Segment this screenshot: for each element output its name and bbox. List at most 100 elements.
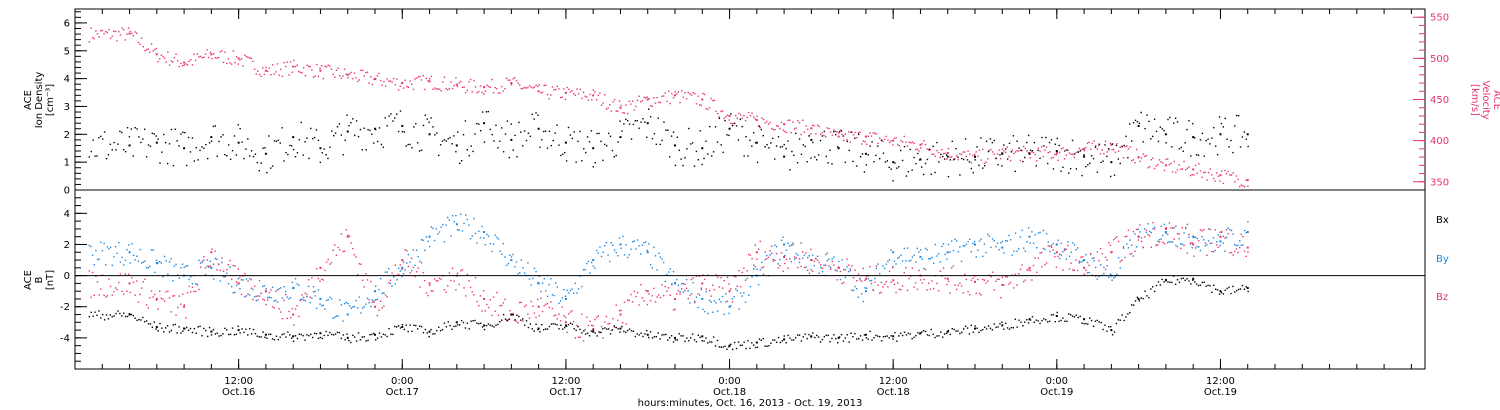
by-sample-dot (214, 257, 217, 260)
velocity-sample-dot (1108, 149, 1110, 151)
bz-sample-dot (111, 294, 113, 296)
velocity-sample-dot (381, 84, 383, 86)
velocity-sample-dot (486, 84, 488, 87)
velocity-sample-dot (1153, 167, 1156, 170)
velocity-sample-dot (172, 61, 174, 63)
bz-sample-dot (900, 288, 902, 291)
bz-sample-dot (1080, 256, 1082, 258)
by-sample-dot (1135, 246, 1138, 248)
bz-sample-dot (360, 263, 362, 265)
bz-sample-dot (764, 251, 766, 253)
density-sample-dot (1068, 172, 1070, 174)
velocity-data-point (537, 90, 540, 93)
velocity-sample-dot (219, 51, 221, 53)
x-tick-date-label: Oct.18 (713, 387, 746, 398)
density-sample-dot (984, 165, 986, 167)
velocity-sample-dot (453, 84, 455, 87)
velocity-sample-dot (123, 29, 125, 31)
density-sample-dot (142, 138, 144, 140)
bz-sample-dot (779, 265, 781, 267)
bx-sample-dot (151, 326, 154, 328)
bx-sample-dot (1047, 321, 1049, 323)
density-sample-dot (943, 158, 946, 160)
by-sample-dot (466, 218, 469, 221)
bx-sample-dot (793, 339, 795, 341)
bz-data-point (728, 290, 731, 293)
density-sample-dot (1008, 142, 1011, 144)
by-sample-dot (730, 305, 732, 307)
density-sample-dot (279, 142, 281, 144)
density-sample-dot (810, 157, 812, 159)
velocity-sample-dot (589, 93, 591, 96)
velocity-sample-dot (1217, 175, 1220, 177)
bx-sample-dot (546, 328, 549, 330)
bz-sample-dot (929, 288, 932, 290)
density-sample-dot (529, 135, 532, 138)
bx-sample-dot (1106, 330, 1108, 332)
by-sample-dot (155, 259, 158, 262)
bz-sample-dot (924, 268, 927, 271)
velocity-sample-dot (1068, 152, 1071, 154)
density-sample-dot (596, 132, 598, 135)
bx-sample-dot (869, 330, 871, 333)
bz-sample-dot (141, 287, 143, 289)
by-sample-dot (1199, 249, 1202, 252)
velocity-sample-dot (785, 131, 788, 134)
velocity-sample-dot (728, 119, 730, 121)
bx-sample-dot (968, 333, 971, 335)
bx-sample-dot (753, 344, 755, 346)
bz-data-point (346, 235, 349, 238)
by-sample-dot (157, 261, 159, 264)
bz-sample-dot (216, 268, 218, 271)
bz-sample-dot (1139, 224, 1141, 226)
density-tick-label: 4 (64, 74, 70, 85)
bz-sample-dot (954, 284, 956, 286)
density-sample-dot (846, 140, 848, 143)
velocity-sample-dot (751, 112, 753, 114)
velocity-sample-dot (425, 77, 428, 80)
density-sample-dot (100, 135, 102, 138)
bz-sample-dot (383, 305, 385, 307)
density-sample-dot (779, 146, 782, 148)
bz-sample-dot (501, 304, 503, 307)
by-data-point (592, 259, 595, 262)
bz-sample-dot (345, 229, 347, 231)
velocity-sample-dot (196, 53, 199, 55)
bz-sample-dot (450, 279, 452, 282)
density-sample-dot (1245, 138, 1247, 140)
bx-sample-dot (806, 337, 808, 340)
density-sample-dot (1144, 127, 1146, 130)
bx-sample-dot (787, 334, 789, 337)
bz-sample-dot (836, 279, 838, 281)
density-sample-dot (489, 128, 491, 131)
bx-sample-dot (896, 340, 898, 342)
by-sample-dot (800, 242, 802, 244)
by-sample-dot (934, 243, 937, 246)
bz-sample-dot (1078, 262, 1081, 264)
by-sample-dot (1052, 242, 1054, 245)
velocity-sample-dot (155, 47, 158, 50)
bx-sample-dot (651, 337, 654, 339)
by-data-point (155, 262, 158, 265)
bz-sample-dot (553, 315, 555, 317)
by-sample-dot (1001, 240, 1004, 243)
velocity-sample-dot (1193, 174, 1195, 176)
velocity-sample-dot (790, 131, 793, 134)
bz-sample-dot (312, 285, 315, 288)
bx-sample-dot (768, 345, 770, 347)
bx-sample-dot (468, 328, 470, 330)
bz-sample-dot (206, 259, 208, 261)
velocity-sample-dot (258, 73, 261, 76)
bx-sample-dot (924, 330, 927, 333)
density-sample-dot (1060, 170, 1062, 172)
bx-sample-dot (1216, 289, 1219, 291)
by-sample-dot (798, 261, 801, 264)
velocity-sample-dot (970, 162, 973, 164)
bz-sample-dot (1054, 256, 1056, 258)
velocity-sample-dot (1206, 179, 1208, 181)
bx-sample-dot (682, 335, 684, 337)
density-sample-dot (821, 135, 824, 137)
bz-sample-dot (329, 263, 331, 265)
bz-sample-dot (1127, 229, 1130, 231)
by-sample-dot (820, 266, 822, 269)
